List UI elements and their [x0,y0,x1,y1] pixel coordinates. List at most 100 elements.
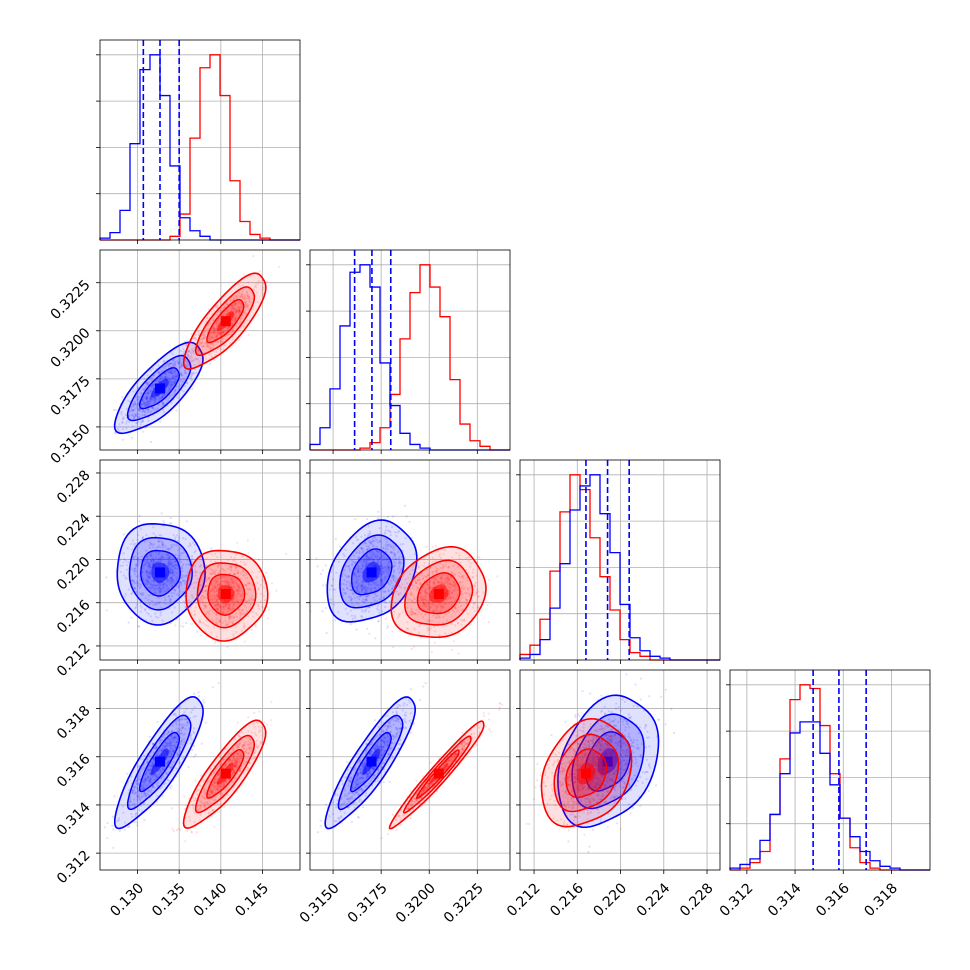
scatter-point [364,610,367,613]
scatter-point [126,547,129,550]
scatter-point [362,581,365,584]
scatter-point [204,584,207,587]
scatter-point [173,560,176,563]
scatter-point [217,565,220,568]
scatter-point [462,574,465,577]
scatter-point [403,504,406,507]
scatter-point [242,570,245,573]
scatter-point [147,572,150,575]
scatter-point [125,407,129,410]
scatter-point [468,592,471,595]
scatter-point [219,581,222,584]
scatter-point [135,565,138,568]
scatter-point [384,538,387,541]
scatter-point [380,580,383,583]
scatter-point [369,588,372,591]
scatter-point [385,567,388,570]
scatter-point [171,568,174,571]
scatter-point [433,641,437,644]
scatter-point [129,542,132,546]
scatter-point [167,588,170,591]
scatter-point [241,284,244,287]
scatter-point [244,306,247,309]
scatter-point [380,580,383,583]
scatter-point [161,396,164,400]
scatter-point [236,571,239,575]
scatter-point [441,621,444,624]
scatter-point [135,606,138,609]
scatter-point [381,610,384,613]
scatter-point [265,571,268,574]
scatter-point [239,302,242,305]
scatter-point [234,303,237,306]
scatter-point [169,562,172,566]
scatter-point [244,304,247,307]
scatter-point [246,303,249,306]
scatter-point [415,585,418,588]
scatter-point [361,566,365,569]
scatter-point [141,414,144,417]
scatter-point [393,564,396,568]
scatter-point [158,557,161,561]
scatter-point [399,561,402,564]
scatter-point [133,416,136,419]
scatter-point [144,596,147,600]
scatter-point [238,308,241,311]
scatter-point [360,585,363,588]
scatter-point [366,627,369,630]
scatter-point [179,581,182,584]
scatter-point [175,375,178,378]
scatter-point [233,600,236,604]
scatter-point [148,544,151,547]
scatter-point [386,567,389,570]
scatter-point [222,569,225,572]
scatter-point [186,353,190,357]
scatter-point [355,551,358,554]
scatter-point [164,598,167,602]
scatter-point [228,572,232,575]
scatter-point [170,785,173,788]
scatter-point [354,561,357,564]
scatter-point [243,583,246,587]
scatter-point [216,313,219,316]
scatter-point [385,529,388,532]
scatter-point [166,553,169,557]
scatter-point [224,580,227,583]
scatter-point [171,827,174,831]
scatter-point [157,587,160,590]
scatter-point [193,755,196,758]
scatter-point [251,307,254,311]
scatter-point [135,558,139,561]
scatter-point [141,419,144,422]
scatter-point [376,600,379,603]
scatter-point [349,598,353,601]
scatter-point [149,615,152,618]
scatter-point [354,535,357,539]
scatter-point [193,347,196,350]
scatter-point [354,573,357,576]
scatter-point [143,818,146,822]
scatter-point [213,572,216,575]
scatter-point [262,595,265,598]
scatter-point [224,604,227,607]
scatter-point [392,576,395,579]
scatter-point [387,562,390,566]
scatter-point [363,585,367,588]
scatter-point [231,329,234,333]
scatter-point [191,350,194,353]
scatter-point [144,563,147,566]
scatter-point [235,295,238,298]
scatter-point [152,603,155,606]
scatter-point [386,548,389,551]
scatter-point [369,558,372,561]
scatter-point [182,563,185,566]
scatter-point [207,610,210,614]
scatter-point [152,399,155,402]
scatter-point [396,531,400,534]
scatter-point [194,357,197,360]
scatter-point [195,581,198,584]
scatter-point [163,586,166,590]
scatter-point [199,621,202,624]
scatter-point [393,564,396,567]
scatter-point [348,569,351,572]
